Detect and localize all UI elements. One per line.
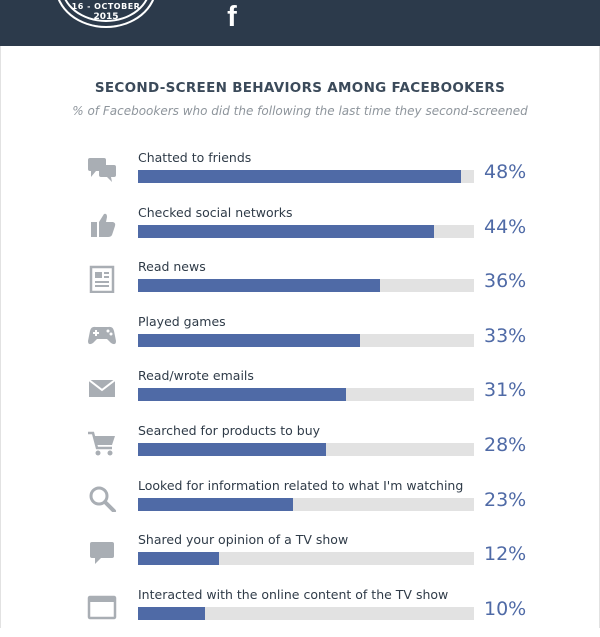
bar-row: Read news 36% xyxy=(0,259,600,309)
bar-value-label: 28% xyxy=(484,434,527,456)
bar-track xyxy=(138,279,474,293)
bar xyxy=(138,443,327,456)
chart-title: SECOND-SCREEN BEHAVIORS AMONG FACEBOOKER… xyxy=(94,80,506,96)
speech-bubble-icon xyxy=(86,538,118,566)
bar-track xyxy=(138,388,474,402)
envelope-icon xyxy=(86,374,118,402)
bar-track xyxy=(138,443,474,456)
newspaper-icon xyxy=(86,265,118,294)
bar-label: Searched for products to buy xyxy=(138,423,321,438)
bar-value-label: 36% xyxy=(484,270,527,293)
bar-track xyxy=(138,552,474,566)
bar-label: Checked social networks xyxy=(138,204,293,220)
bar-value-label: 48% xyxy=(484,161,527,183)
bar xyxy=(138,279,380,293)
bar-label: Looked for information related to what I… xyxy=(138,477,464,493)
bar xyxy=(138,497,293,511)
facebook-logo-icon: f xyxy=(227,1,237,33)
bar-value-label: 23% xyxy=(484,488,527,511)
bar xyxy=(138,224,434,238)
badge-year: 2015 xyxy=(93,12,119,22)
bar-value-label: 33% xyxy=(484,324,527,347)
thumbs-up-icon xyxy=(86,211,118,239)
frame-left-border xyxy=(0,46,1,628)
bar-track xyxy=(138,224,474,238)
bar-row: Checked social networks 44% xyxy=(0,205,600,255)
bar-value-label: 31% xyxy=(484,379,527,402)
bar xyxy=(138,606,206,620)
bar-label: Chatted to friends xyxy=(138,150,252,165)
bar-label: Read news xyxy=(138,259,206,275)
header-bar: 16 - OCTOBER 2015 f xyxy=(0,0,600,46)
bar xyxy=(138,333,360,347)
bar xyxy=(138,170,461,183)
bar-label: Shared your opinion of a TV show xyxy=(138,532,349,548)
bar-row: Played games 33% xyxy=(0,314,600,364)
bar-row: Shared your opinion of a TV show 12% xyxy=(0,532,600,582)
bar-row: Searched for products to buy 28% xyxy=(0,423,600,473)
bar-label: Read/wrote emails xyxy=(138,368,254,384)
bar-track xyxy=(138,333,474,347)
bar-track xyxy=(138,606,474,620)
bar-label: Played games xyxy=(138,313,226,329)
bar-row: Looked for information related to what I… xyxy=(0,478,600,528)
bar xyxy=(138,552,219,566)
bar-row: Interacted with the online content of th… xyxy=(0,587,600,637)
magnifier-icon xyxy=(86,484,118,513)
bar-value-label: 12% xyxy=(484,543,527,566)
bar-track xyxy=(138,497,474,511)
bar-row: Chatted to friends 48% xyxy=(0,150,600,200)
bar-label: Interacted with the online content of th… xyxy=(138,586,449,602)
chat-bubbles-icon xyxy=(86,156,118,184)
badge-date: 16 - OCTOBER xyxy=(71,2,141,11)
bar-value-label: 10% xyxy=(484,597,527,620)
gamepad-icon xyxy=(86,320,118,348)
bar-track xyxy=(138,170,474,183)
shopping-cart-icon xyxy=(86,429,118,457)
browser-window-icon xyxy=(86,593,118,621)
bar-value-label: 44% xyxy=(484,215,527,238)
bar xyxy=(138,388,347,402)
chart-subtitle: % of Facebookers who did the following t… xyxy=(72,104,528,118)
bar-row: Read/wrote emails 31% xyxy=(0,368,600,418)
